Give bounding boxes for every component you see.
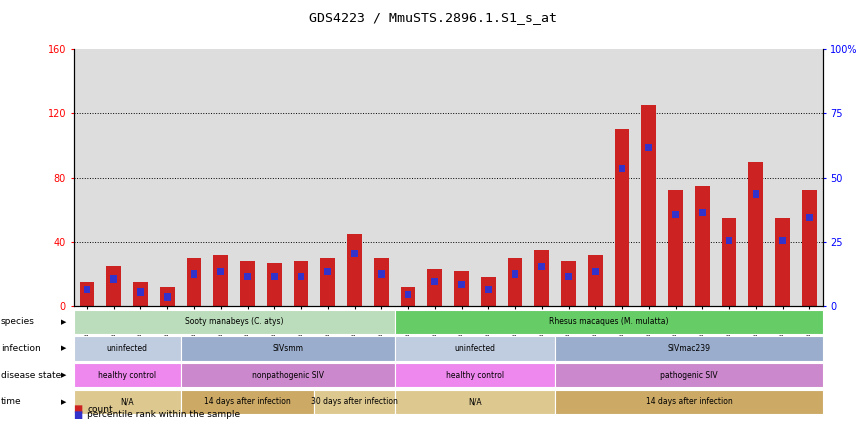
Bar — [695, 186, 709, 306]
Text: nonpathogenic SIV: nonpathogenic SIV — [252, 371, 324, 380]
Bar — [802, 190, 817, 306]
Bar — [107, 266, 121, 306]
Bar — [164, 293, 171, 301]
Bar — [320, 258, 335, 306]
Bar — [347, 234, 362, 306]
Bar — [534, 250, 549, 306]
Text: SIVsmm: SIVsmm — [272, 344, 303, 353]
Bar — [592, 268, 598, 275]
Text: N/A: N/A — [469, 397, 481, 406]
Text: ■: ■ — [74, 404, 83, 414]
Text: disease state: disease state — [1, 371, 61, 380]
Bar — [454, 271, 469, 306]
Bar — [507, 258, 522, 306]
Text: species: species — [1, 317, 35, 326]
Bar — [481, 278, 495, 306]
Bar — [401, 287, 416, 306]
Bar — [512, 270, 519, 278]
Bar — [565, 273, 572, 280]
Bar — [352, 250, 358, 257]
Bar — [80, 282, 94, 306]
Text: ▶: ▶ — [61, 399, 66, 405]
Bar — [775, 218, 790, 306]
Text: ▶: ▶ — [61, 345, 66, 352]
Bar — [374, 258, 389, 306]
Bar — [669, 190, 683, 306]
Bar — [133, 282, 148, 306]
Text: 14 days after infection: 14 days after infection — [204, 397, 291, 406]
Text: count: count — [87, 405, 113, 414]
Text: uninfected: uninfected — [455, 344, 495, 353]
Text: uninfected: uninfected — [107, 344, 147, 353]
Bar — [213, 255, 228, 306]
Text: Sooty manabeys (C. atys): Sooty manabeys (C. atys) — [184, 317, 283, 326]
Bar — [779, 237, 785, 244]
Bar — [753, 190, 759, 198]
Bar — [325, 268, 331, 275]
Bar — [561, 261, 576, 306]
Bar — [806, 214, 812, 221]
Bar — [294, 261, 308, 306]
Text: percentile rank within the sample: percentile rank within the sample — [87, 410, 241, 419]
Bar — [618, 165, 625, 172]
Text: healthy control: healthy control — [98, 371, 156, 380]
Text: ■: ■ — [74, 410, 83, 420]
Bar — [428, 270, 443, 306]
Text: healthy control: healthy control — [446, 371, 504, 380]
Text: Rhesus macaques (M. mulatta): Rhesus macaques (M. mulatta) — [549, 317, 669, 326]
Bar — [485, 286, 492, 293]
Bar — [240, 261, 255, 306]
Bar — [721, 218, 736, 306]
Bar — [111, 275, 117, 283]
Text: time: time — [1, 397, 22, 406]
Bar — [539, 262, 545, 270]
Bar — [588, 255, 603, 306]
Bar — [244, 273, 251, 280]
Text: N/A: N/A — [120, 397, 134, 406]
Bar — [404, 291, 411, 298]
Bar — [271, 273, 278, 280]
Bar — [267, 263, 281, 306]
Bar — [748, 162, 763, 306]
Text: SIVmac239: SIVmac239 — [668, 344, 710, 353]
Bar — [160, 287, 175, 306]
Bar — [84, 286, 90, 293]
Bar — [699, 209, 706, 216]
Bar — [672, 211, 679, 218]
Bar — [615, 129, 630, 306]
Text: 30 days after infection: 30 days after infection — [311, 397, 398, 406]
Text: ▶: ▶ — [61, 372, 66, 378]
Bar — [217, 268, 224, 275]
Bar — [431, 278, 438, 285]
Bar — [298, 273, 304, 280]
Bar — [191, 270, 197, 278]
Text: ▶: ▶ — [61, 319, 66, 325]
Text: infection: infection — [1, 344, 41, 353]
Text: GDS4223 / MmuSTS.2896.1.S1_s_at: GDS4223 / MmuSTS.2896.1.S1_s_at — [309, 11, 557, 24]
Text: 14 days after infection: 14 days after infection — [645, 397, 733, 406]
Bar — [378, 270, 385, 278]
Text: pathogenic SIV: pathogenic SIV — [660, 371, 718, 380]
Bar — [726, 237, 733, 244]
Bar — [137, 288, 144, 296]
Bar — [645, 144, 652, 151]
Bar — [642, 105, 656, 306]
Bar — [458, 281, 465, 288]
Bar — [187, 258, 202, 306]
